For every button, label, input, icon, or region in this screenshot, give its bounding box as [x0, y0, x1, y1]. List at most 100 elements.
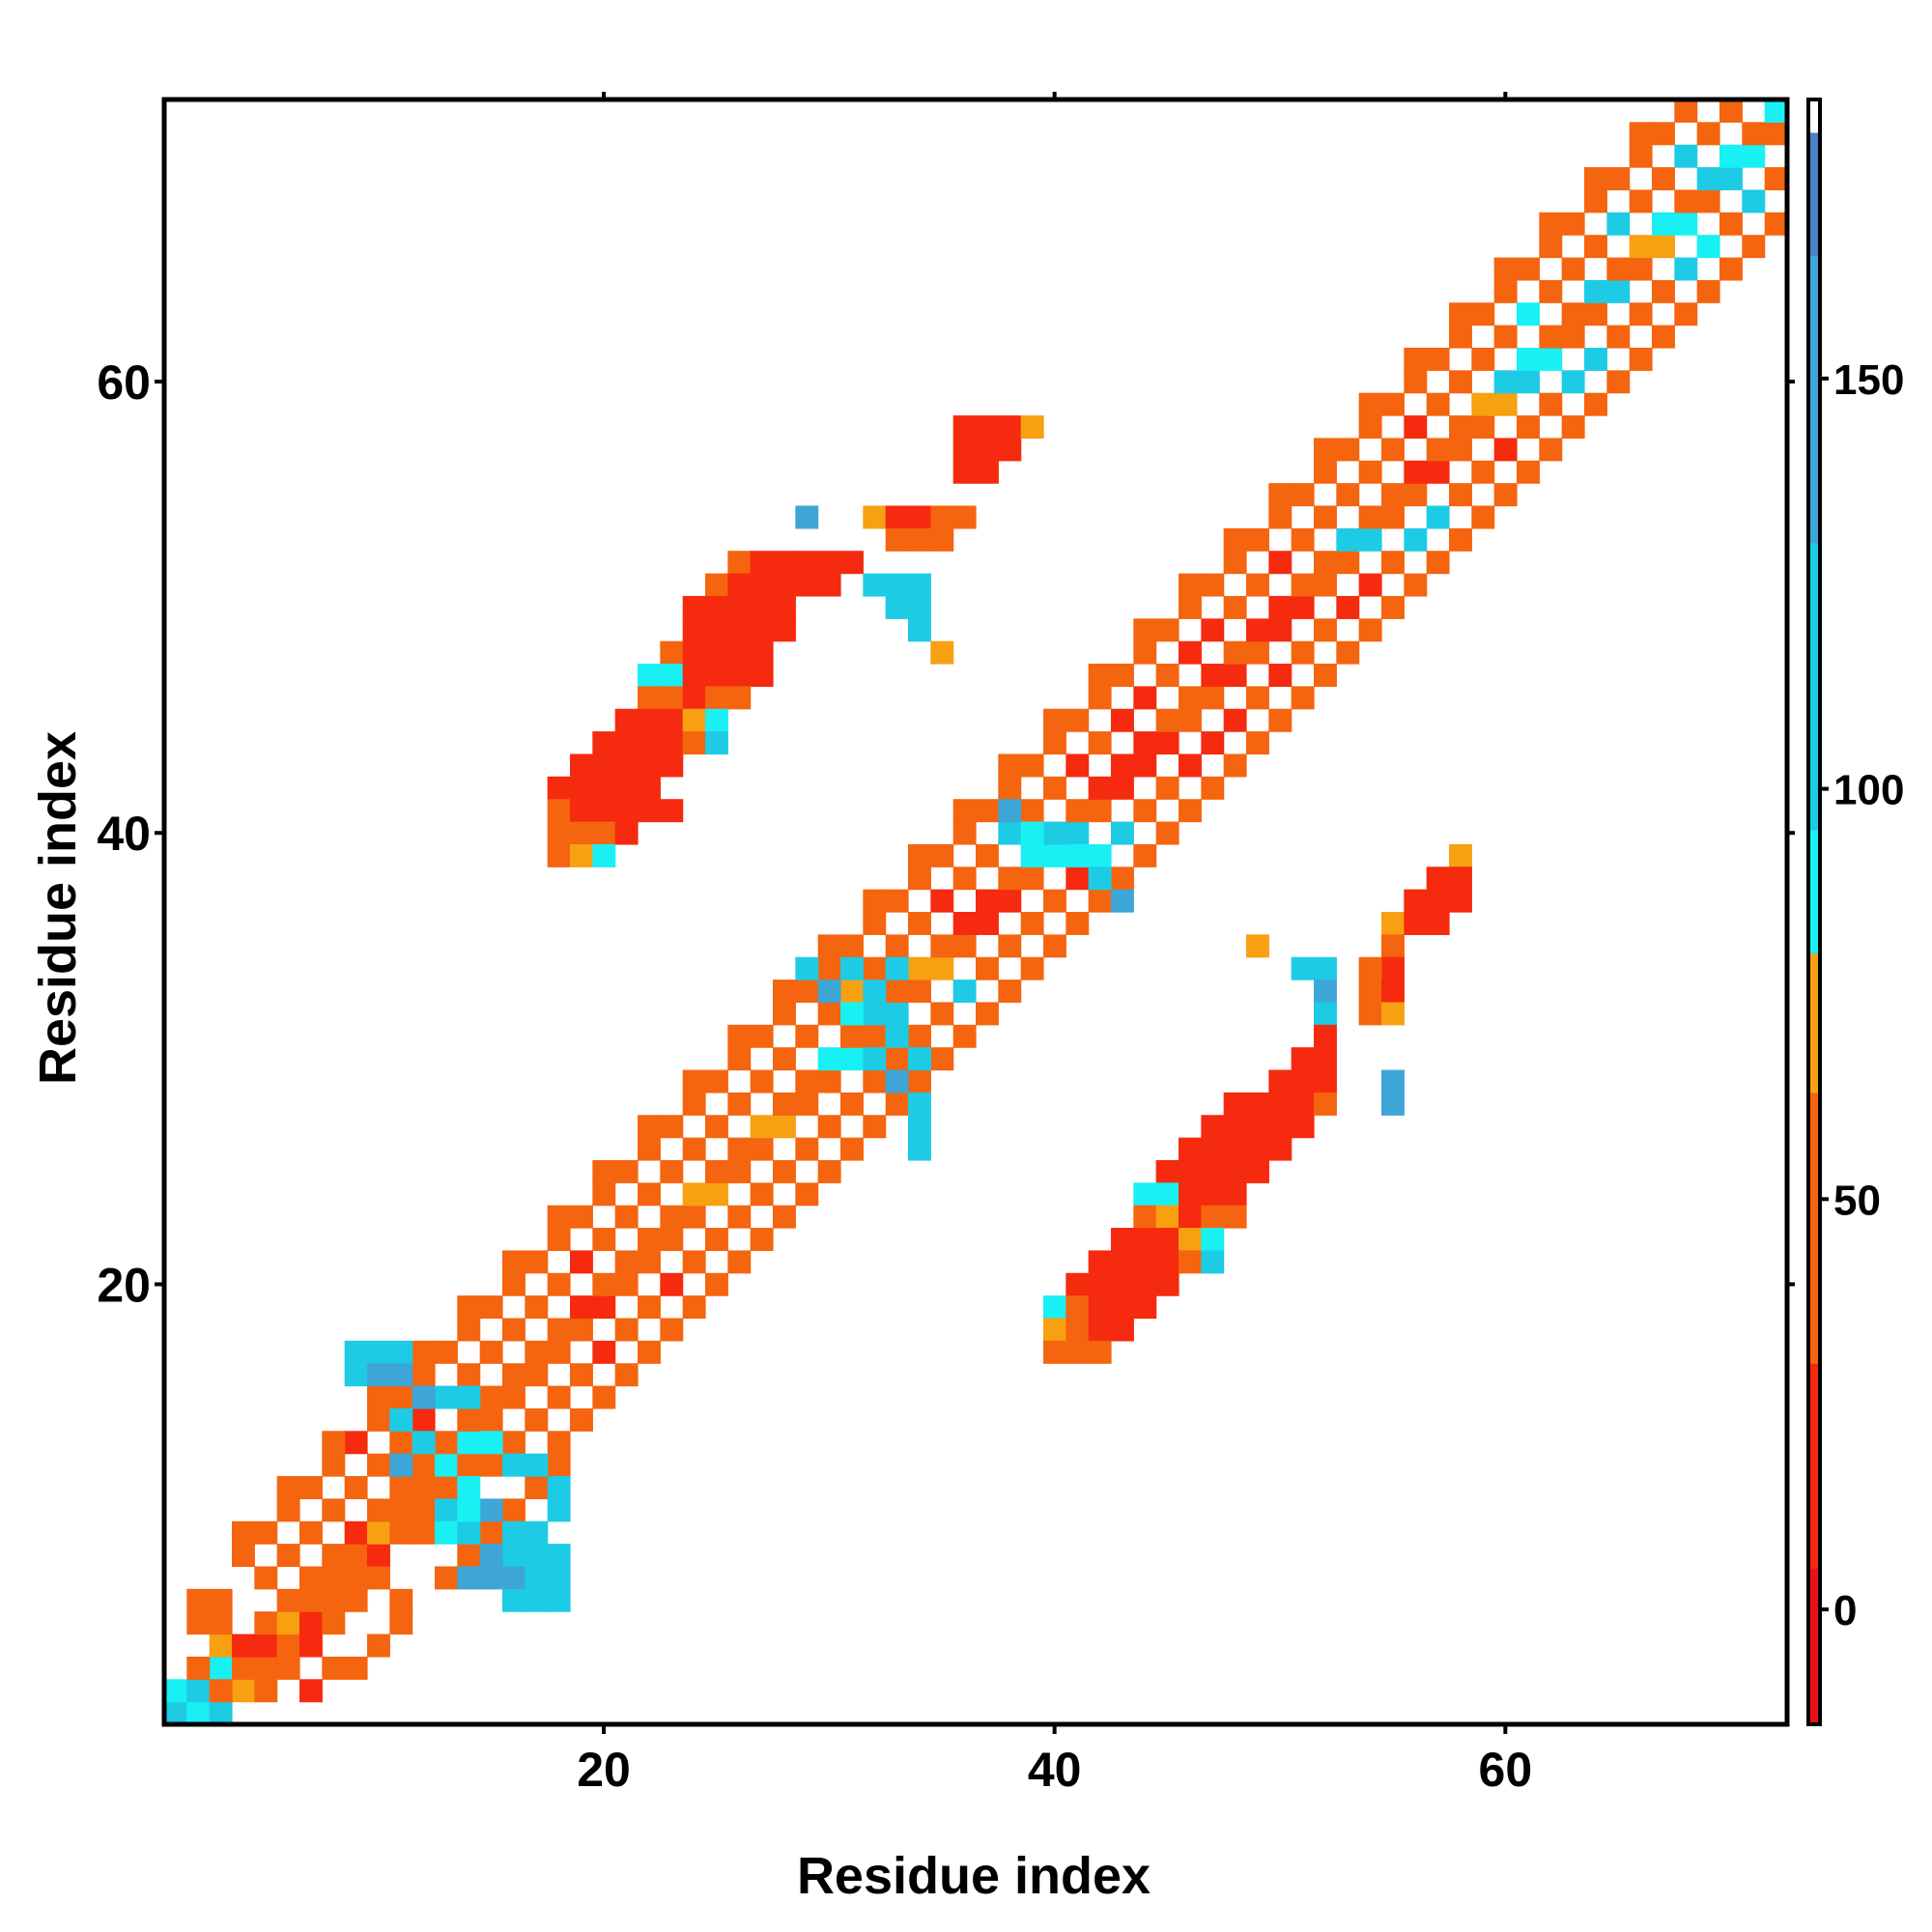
heatmap-cell — [1223, 527, 1247, 552]
heatmap-cell — [457, 1318, 481, 1342]
heatmap-cell — [1043, 934, 1066, 958]
heatmap-cell — [817, 956, 841, 980]
heatmap-cell — [727, 1137, 752, 1161]
heatmap-cell — [1133, 1228, 1157, 1252]
heatmap-cell — [1381, 956, 1405, 980]
heatmap-cell — [344, 1340, 368, 1364]
heatmap-cell — [952, 415, 977, 440]
heatmap-cell — [705, 1159, 728, 1183]
heatmap-cell — [1358, 956, 1382, 980]
heatmap-cell — [976, 1002, 999, 1026]
heatmap-cell — [863, 573, 887, 597]
heatmap-cell — [209, 1679, 233, 1703]
heatmap-cell — [592, 776, 616, 800]
heatmap-cell — [840, 980, 864, 1004]
colorbar-band — [1808, 952, 1820, 1094]
y-tick-label: 40 — [97, 807, 151, 861]
heatmap-cell — [840, 934, 864, 958]
heatmap-cell — [908, 867, 931, 891]
heatmap-cell — [164, 1679, 187, 1703]
heatmap-cell — [1111, 1295, 1134, 1320]
heatmap-cell — [638, 1115, 661, 1139]
heatmap-cell — [322, 1453, 346, 1477]
heatmap-cell — [457, 1431, 481, 1455]
heatmap-cell — [840, 956, 864, 980]
heatmap-cell — [840, 1002, 864, 1026]
heatmap-cell — [367, 1520, 390, 1545]
heatmap-cell — [344, 1520, 368, 1545]
heatmap-cell — [1358, 460, 1382, 484]
heatmap-cell — [682, 731, 706, 755]
heatmap-cell — [1336, 527, 1360, 552]
heatmap-cell — [908, 1069, 931, 1094]
heatmap-cell — [614, 1363, 639, 1387]
heatmap-cell — [367, 1407, 390, 1432]
heatmap-cell — [1426, 347, 1450, 371]
heatmap-cell — [930, 843, 954, 867]
heatmap-cell — [908, 527, 931, 552]
heatmap-cell — [885, 956, 909, 980]
heatmap-cell — [1471, 347, 1495, 371]
heatmap-cell — [412, 1340, 436, 1364]
heatmap-cell — [344, 1656, 368, 1680]
heatmap-cell — [817, 1047, 841, 1071]
heatmap-cell — [1336, 483, 1360, 507]
heatmap-cell — [773, 1047, 796, 1071]
heatmap-cell — [1246, 1115, 1269, 1139]
y-tick-label: 20 — [97, 1258, 151, 1312]
heatmap-cell — [592, 843, 616, 867]
heatmap-cell — [1336, 640, 1360, 665]
heatmap-cell — [1449, 370, 1472, 394]
heatmap-cell — [998, 934, 1022, 958]
heatmap-cell — [1111, 1318, 1134, 1342]
heatmap-cell — [254, 1634, 278, 1658]
heatmap-cell — [682, 1250, 706, 1274]
heatmap-cell — [1155, 618, 1179, 642]
heatmap-cell — [885, 1047, 909, 1071]
heatmap-cell — [209, 1701, 233, 1725]
heatmap-cell — [592, 1272, 616, 1296]
heatmap-cell — [389, 1385, 413, 1409]
heatmap-cell — [1043, 889, 1066, 913]
heatmap-cell — [1111, 889, 1134, 913]
heatmap-cell — [1155, 1159, 1179, 1183]
heatmap-cell — [1517, 415, 1540, 440]
heatmap-cell — [705, 664, 728, 687]
heatmap-cell — [1133, 1205, 1157, 1229]
colorbar-band — [1808, 542, 1820, 831]
heatmap-cell — [1179, 1228, 1202, 1252]
heatmap-cell — [1449, 867, 1472, 891]
colorbar-bands — [1808, 99, 1820, 1725]
heatmap-cell — [930, 1047, 954, 1071]
heatmap-cell — [276, 1611, 300, 1635]
heatmap-cell — [1246, 731, 1269, 755]
heatmap-cell — [638, 1228, 661, 1252]
heatmap-cell — [1020, 867, 1044, 891]
heatmap-cell — [727, 1092, 752, 1116]
heatmap-cell — [525, 1520, 549, 1545]
heatmap-cell — [908, 505, 931, 529]
heatmap-cell — [660, 1318, 684, 1342]
heatmap-cell — [1314, 438, 1337, 462]
heatmap-cell — [952, 799, 977, 823]
heatmap-cell — [1043, 776, 1066, 800]
heatmap-cell — [1584, 302, 1607, 327]
heatmap-cell — [367, 1363, 390, 1387]
heatmap-cell — [660, 708, 684, 732]
heatmap-cell — [1223, 1182, 1247, 1207]
heatmap-cell — [614, 1159, 639, 1183]
heatmap-cell — [1517, 257, 1540, 281]
heatmap-cell — [276, 1588, 300, 1612]
heatmap-cell — [1358, 980, 1382, 1004]
heatmap-cell — [1268, 595, 1293, 619]
heatmap-cell — [1652, 212, 1675, 236]
heatmap-cell — [998, 867, 1022, 891]
heatmap-cell — [1426, 867, 1450, 891]
heatmap-cell — [908, 912, 931, 935]
heatmap-cell — [1155, 1182, 1179, 1207]
heatmap-cell — [502, 1250, 526, 1274]
heatmap-cell — [1629, 347, 1653, 371]
heatmap-cell — [322, 1431, 346, 1455]
heatmap-cell — [547, 1453, 571, 1477]
heatmap-cell — [773, 1092, 796, 1116]
